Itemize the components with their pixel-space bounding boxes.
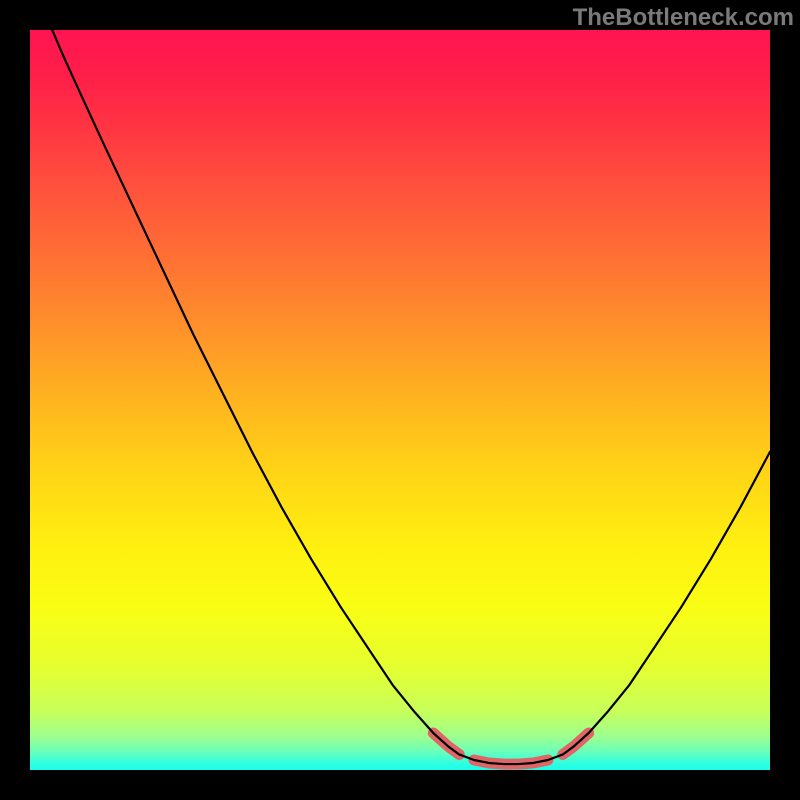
plot-background xyxy=(30,30,770,770)
chart-stage: TheBottleneck.com xyxy=(0,0,800,800)
watermark-text: TheBottleneck.com xyxy=(573,4,794,32)
plot-area xyxy=(30,30,770,770)
plot-svg xyxy=(30,30,770,770)
